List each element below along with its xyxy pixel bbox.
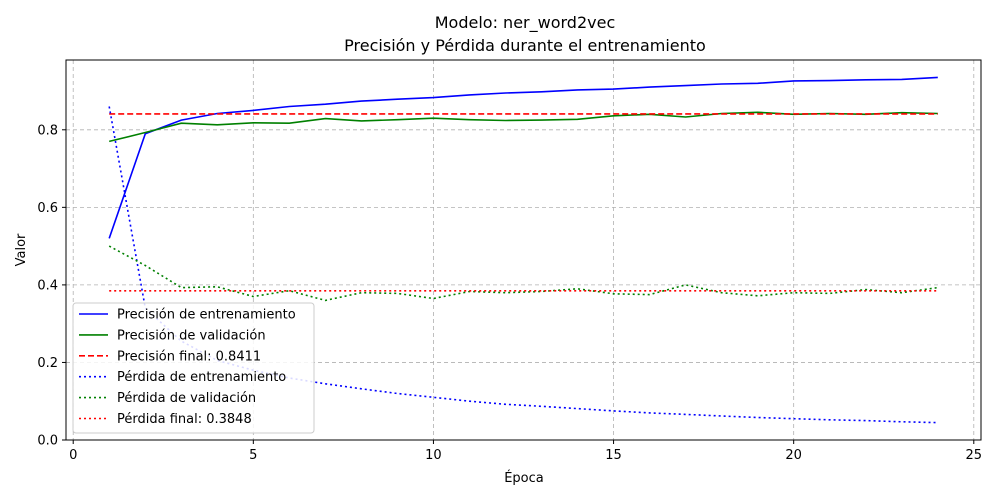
x-tick-label: 25 — [966, 448, 983, 463]
legend-label: Precisión de entrenamiento — [117, 308, 296, 323]
legend-label: Pérdida final: 0.3848 — [117, 412, 252, 427]
x-tick-label: 0 — [69, 448, 77, 463]
plot-frame — [65, 59, 982, 441]
legend-label: Pérdida de validación — [117, 391, 256, 406]
legend-box — [72, 302, 315, 434]
x-tick-label: 15 — [605, 448, 622, 463]
legend-label: Pérdida de entrenamiento — [117, 370, 286, 385]
y-tick-label: 0.6 — [37, 201, 58, 216]
x-tick-label: 10 — [425, 448, 442, 463]
ticks: 0 5 10 15 20 25 0.0 0.2 0.4 0.6 0.8 — [37, 123, 982, 463]
y-tick-label: 0.0 — [37, 434, 58, 449]
x-tick-label: 20 — [785, 448, 802, 463]
chart-subtitle: Precisión y Pérdida durante el entrenami… — [344, 36, 706, 55]
legend: Precisión de entrenamiento Precisión de v… — [72, 302, 315, 434]
y-tick-label: 0.8 — [37, 123, 58, 138]
y-tick-label: 0.4 — [37, 278, 58, 293]
x-tick-label: 5 — [249, 448, 257, 463]
chart-title: Modelo: ner_word2vec — [435, 13, 615, 33]
x-axis-label: Época — [504, 470, 544, 486]
y-axis-label: Valor — [14, 233, 29, 266]
legend-label: Precisión final: 0.8411 — [117, 349, 261, 364]
y-tick-label: 0.2 — [37, 356, 58, 371]
series-line — [108, 76, 938, 239]
legend-label: Precisión de validación — [117, 328, 266, 343]
series-line — [108, 245, 938, 302]
series-line — [109, 111, 938, 143]
